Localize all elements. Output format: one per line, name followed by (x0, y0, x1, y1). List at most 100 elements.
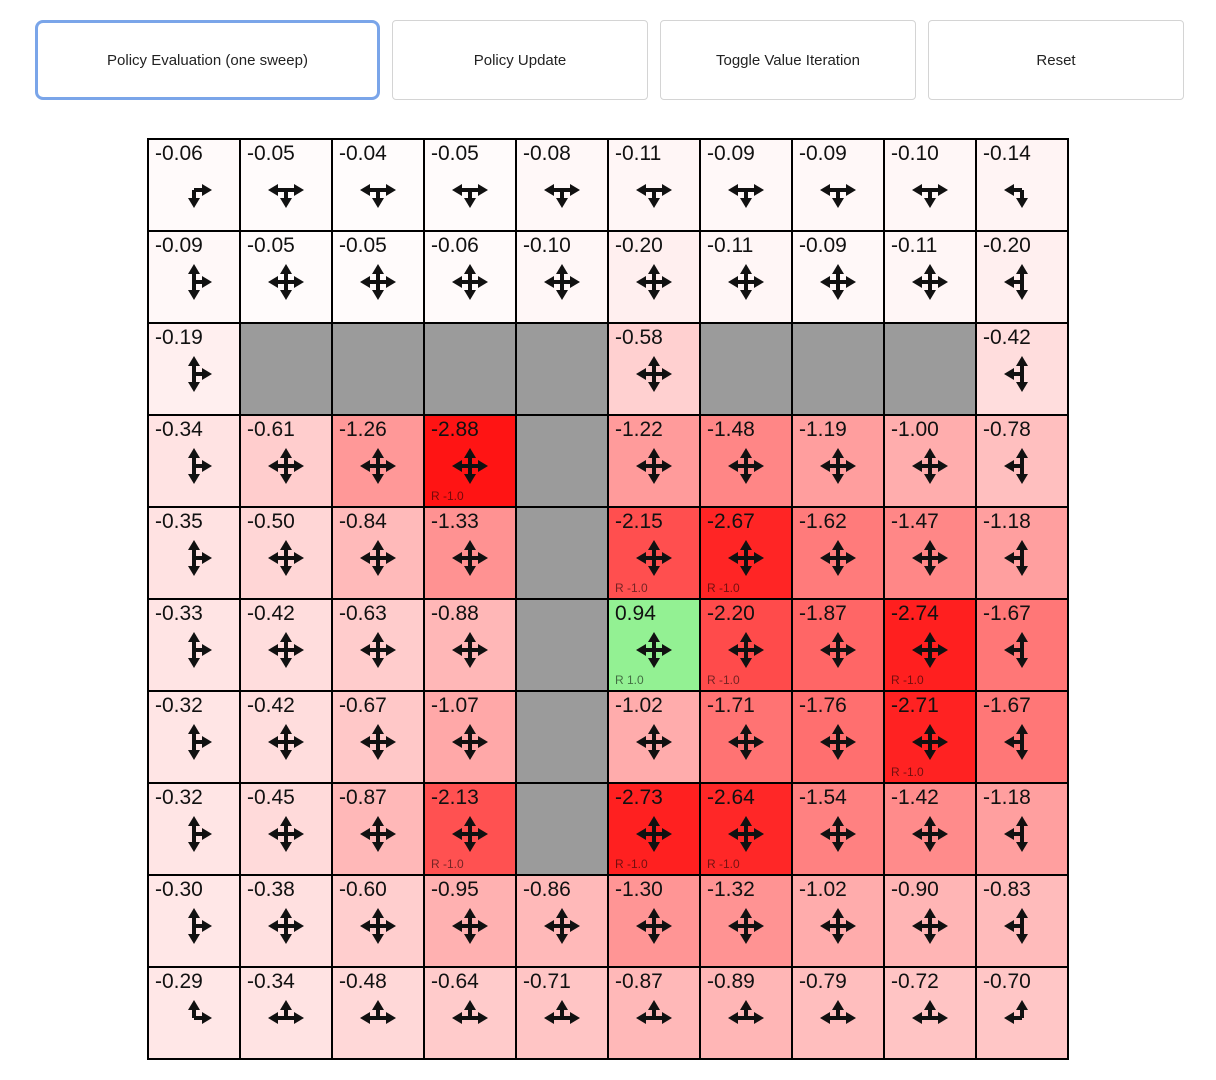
policy-arrows (634, 446, 674, 486)
wall-cell (884, 323, 976, 415)
cell-value: -0.06 (155, 142, 203, 165)
cell-value: -1.54 (799, 786, 847, 809)
cell-value: -0.30 (155, 878, 203, 901)
policy-arrows (1002, 630, 1042, 670)
policy-arrows-icon (820, 632, 856, 668)
grid-cell: -0.05 (240, 139, 332, 231)
grid-cell: -0.32 (148, 783, 240, 875)
grid-cell: -0.20 (608, 231, 700, 323)
policy-arrows-icon (188, 1000, 212, 1024)
cell-value: -1.22 (615, 418, 663, 441)
grid-cell: -0.64 (424, 967, 516, 1059)
policy-arrows (266, 998, 306, 1038)
policy-arrows (818, 170, 858, 210)
grid-cell: -0.11 (884, 231, 976, 323)
grid-cell: -0.87 (608, 967, 700, 1059)
policy-arrows-icon (360, 448, 396, 484)
policy-arrows-icon (452, 724, 488, 760)
wall-cell (516, 507, 608, 599)
policy-arrows (266, 170, 306, 210)
grid-cell: -1.54 (792, 783, 884, 875)
toolbar-button-reset[interactable]: Reset (928, 20, 1184, 100)
grid-cell: -0.72 (884, 967, 976, 1059)
policy-arrows (358, 446, 398, 486)
cell-value: -0.78 (983, 418, 1031, 441)
cell-value: -2.73 (615, 786, 663, 809)
cell-value: -0.64 (431, 970, 479, 993)
policy-arrows (910, 446, 950, 486)
grid-cell: -2.74 R -1.0 (884, 599, 976, 691)
policy-arrows (634, 262, 674, 302)
policy-arrows-icon (360, 816, 396, 852)
cell-value: -2.67 (707, 510, 755, 533)
cell-value: -1.47 (891, 510, 939, 533)
grid-cell: -0.71 (516, 967, 608, 1059)
policy-arrows (818, 722, 858, 762)
toolbar-button-policy-evaluation-one-sweep[interactable]: Policy Evaluation (one sweep) (35, 20, 380, 100)
grid-cell: -1.07 (424, 691, 516, 783)
toolbar-button-toggle-value-iteration[interactable]: Toggle Value Iteration (660, 20, 916, 100)
policy-arrows-icon (820, 540, 856, 576)
policy-arrows-icon (1004, 724, 1028, 760)
policy-arrows (450, 998, 490, 1038)
policy-arrows (634, 354, 674, 394)
cell-value: -0.20 (615, 234, 663, 257)
cell-value: -2.71 (891, 694, 939, 717)
grid-cell: -0.34 (148, 415, 240, 507)
wall-cell (332, 323, 424, 415)
policy-arrows (174, 998, 214, 1038)
grid-cell: -1.33 (424, 507, 516, 599)
grid-cell: -0.83 (976, 875, 1068, 967)
grid-cell: -0.42 (240, 599, 332, 691)
grid-cell: -0.67 (332, 691, 424, 783)
policy-arrows-icon (360, 632, 396, 668)
policy-arrows (174, 446, 214, 486)
policy-arrows (634, 170, 674, 210)
cell-value: -1.48 (707, 418, 755, 441)
policy-arrows-icon (636, 908, 672, 944)
policy-arrows-icon (728, 184, 764, 208)
cell-value: -1.87 (799, 602, 847, 625)
policy-arrows (910, 814, 950, 854)
cell-value: -0.09 (155, 234, 203, 257)
grid-cell: -2.64 R -1.0 (700, 783, 792, 875)
policy-arrows-icon (452, 184, 488, 208)
policy-arrows-icon (728, 264, 764, 300)
grid-cell: -0.84 (332, 507, 424, 599)
policy-arrows (358, 170, 398, 210)
policy-arrows-icon (912, 448, 948, 484)
policy-arrows-icon (268, 264, 304, 300)
policy-arrows-icon (1004, 908, 1028, 944)
policy-arrows-icon (728, 632, 764, 668)
policy-arrows-icon (360, 184, 396, 208)
grid-cell: -0.09 (792, 139, 884, 231)
grid-cell: -0.60 (332, 875, 424, 967)
policy-arrows (910, 170, 950, 210)
cell-value: -0.11 (615, 142, 662, 165)
policy-arrows (450, 538, 490, 578)
policy-arrows (910, 906, 950, 946)
cell-value: -2.13 (431, 786, 479, 809)
policy-arrows (818, 906, 858, 946)
grid-cell: -1.02 (792, 875, 884, 967)
policy-arrows-icon (544, 184, 580, 208)
cell-value: -0.48 (339, 970, 387, 993)
policy-arrows-icon (636, 816, 672, 852)
cell-value: -0.10 (523, 234, 571, 257)
toolbar-button-policy-update[interactable]: Policy Update (392, 20, 648, 100)
policy-arrows-icon (544, 1000, 580, 1024)
policy-arrows (450, 722, 490, 762)
grid-cell: -0.33 (148, 599, 240, 691)
cell-value: -0.50 (247, 510, 295, 533)
cell-value: 0.94 (615, 602, 656, 625)
toolbar: Policy Evaluation (one sweep) Policy Upda… (0, 0, 1216, 100)
policy-arrows-icon (360, 1000, 396, 1024)
cell-value: -0.35 (155, 510, 203, 533)
cell-value: -0.34 (247, 970, 295, 993)
grid-cell: -0.95 (424, 875, 516, 967)
policy-arrows (174, 630, 214, 670)
policy-arrows-icon (636, 540, 672, 576)
grid-cell: -0.05 (332, 231, 424, 323)
grid-cell: -0.32 (148, 691, 240, 783)
